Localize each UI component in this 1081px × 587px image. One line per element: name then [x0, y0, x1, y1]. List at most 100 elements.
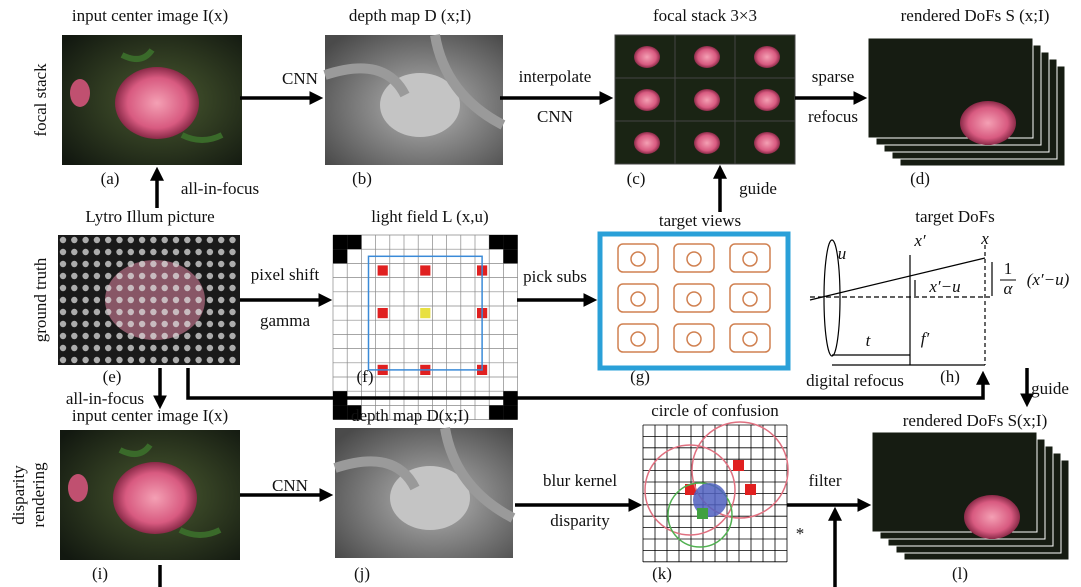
shape [94, 261, 100, 267]
arrow-label: sparse [812, 67, 854, 86]
shape [150, 273, 156, 279]
shape [184, 333, 190, 339]
shape [184, 357, 190, 363]
shape [503, 235, 517, 249]
shape [82, 309, 88, 315]
shape [94, 321, 100, 327]
shape [195, 285, 201, 291]
shape [116, 249, 122, 255]
shape [229, 237, 235, 243]
arrow-label: guide [1031, 379, 1069, 398]
shape [128, 345, 134, 351]
shape [60, 345, 66, 351]
arrow-label: CNN [282, 69, 318, 88]
shape [207, 357, 213, 363]
panel-title: input center image I(x) [72, 406, 228, 425]
shape [116, 321, 122, 327]
shape [207, 261, 213, 267]
shape [218, 321, 224, 327]
panel-title: rendered DoFs S (x;I) [901, 6, 1050, 25]
shape [128, 333, 134, 339]
shape [82, 357, 88, 363]
shape [378, 308, 388, 318]
shape [378, 265, 388, 275]
shape [60, 297, 66, 303]
shape [229, 273, 235, 279]
arrow-label: blur kernel [543, 471, 617, 490]
shape [195, 261, 201, 267]
shape [184, 237, 190, 243]
shape [207, 297, 213, 303]
shape [105, 237, 111, 243]
shape [128, 285, 134, 291]
lens-label: (x′−u) [1027, 270, 1070, 289]
shape [150, 333, 156, 339]
shape [150, 297, 156, 303]
shape [745, 484, 756, 495]
shape [229, 333, 235, 339]
shape [207, 285, 213, 291]
shape [71, 345, 77, 351]
panel-title: rendered DoFs S(x;I) [903, 411, 1047, 430]
shape [139, 321, 145, 327]
panel-title: depth map D(x;I) [351, 406, 469, 425]
shape [60, 321, 66, 327]
shape [128, 357, 134, 363]
shape [162, 285, 168, 291]
shape [150, 261, 156, 267]
shape [139, 309, 145, 315]
shape [634, 89, 660, 111]
shape [128, 273, 134, 279]
lens-label: x′ [913, 231, 926, 250]
panel-title: depth map D (x;I) [349, 6, 471, 25]
light-field-grid [333, 235, 518, 420]
focal-stack [615, 35, 795, 164]
caption: (j) [354, 564, 370, 583]
shape [71, 333, 77, 339]
lens-label: f′ [921, 329, 930, 348]
shape [173, 297, 179, 303]
shape [503, 405, 517, 419]
image [325, 35, 503, 165]
shape [162, 357, 168, 363]
shape [173, 273, 179, 279]
shape [184, 273, 190, 279]
shape [195, 345, 201, 351]
shape [162, 273, 168, 279]
shape [60, 237, 66, 243]
shape [162, 249, 168, 255]
shape [184, 261, 190, 267]
shape [333, 235, 347, 249]
panel-title: target DoFs [915, 207, 995, 226]
shape [162, 297, 168, 303]
shape [60, 261, 66, 267]
shape [94, 249, 100, 255]
shape [139, 345, 145, 351]
shape [184, 285, 190, 291]
shape [150, 345, 156, 351]
lens-label: 1 [1004, 259, 1013, 278]
shape [229, 285, 235, 291]
shape [128, 321, 134, 327]
shape [184, 297, 190, 303]
shape [694, 89, 720, 111]
shape [94, 237, 100, 243]
shape [195, 321, 201, 327]
shape [162, 309, 168, 315]
shape [218, 357, 224, 363]
target-views [600, 234, 788, 368]
shape [128, 297, 134, 303]
shape [218, 297, 224, 303]
shape [116, 333, 122, 339]
shape [229, 297, 235, 303]
shape [207, 249, 213, 255]
arrow-label: CNN [272, 476, 308, 495]
shape [82, 273, 88, 279]
shape [105, 249, 111, 255]
row-label: rendering [29, 462, 48, 528]
lens-label: x′−u [928, 277, 960, 296]
shape [71, 273, 77, 279]
shape [420, 308, 430, 318]
shape [333, 249, 347, 263]
caption: (b) [352, 169, 372, 188]
